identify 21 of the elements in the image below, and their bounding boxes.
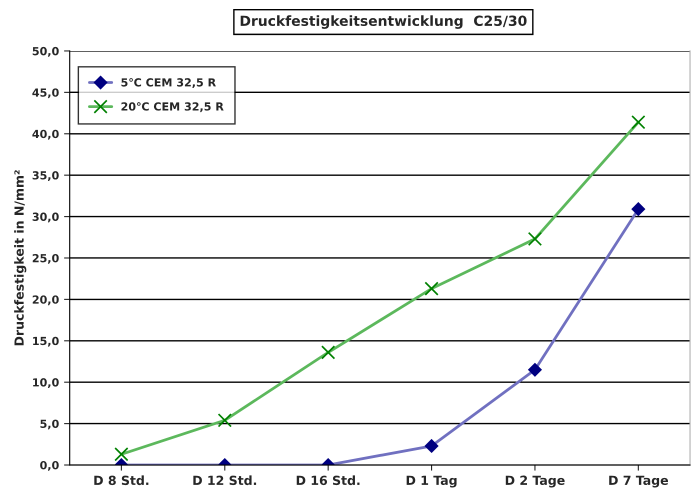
x-tick-label: D 1 Tag (406, 476, 457, 488)
legend-label: 5℃ CEM 32,5 R (121, 78, 216, 88)
y-tick-label: 45,0 (32, 88, 59, 98)
x-tick-label: D 8 Std. (94, 475, 148, 486)
y-tick-label: 10,0 (33, 378, 59, 388)
y-tick-label: 40,0 (32, 130, 59, 140)
y-tick-label: 15,0 (33, 336, 59, 347)
y-tick-label: 0,0 (40, 460, 59, 471)
x-tick-label: D 16 Std. (296, 475, 360, 486)
legend-label: 20℃ CEM 32,5 R (121, 102, 224, 112)
y-tick-label: 5,0 (40, 420, 59, 430)
y-tick-label: 50,0 (32, 46, 59, 57)
chart-title: Druckfestigkeitsentwicklung C25/30 (240, 15, 527, 29)
x-tick-label: D 12 Std. (193, 475, 256, 486)
y-tick-label: 20,0 (32, 295, 59, 306)
y-tick-label: 35,0 (32, 171, 59, 181)
y-tick-label: 30,0 (32, 212, 59, 222)
y-tick-label: 25,0 (32, 254, 59, 264)
y-axis-title: Druckfestigkeit in N/mm² (14, 170, 26, 346)
x-tick-label: D 2 Tage (506, 476, 565, 488)
x-tick-label: D 7 Tage (609, 476, 668, 488)
